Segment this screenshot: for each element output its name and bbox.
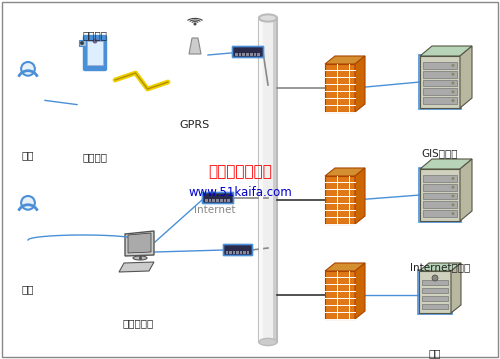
Bar — [243, 251, 246, 254]
FancyBboxPatch shape — [232, 47, 264, 57]
FancyBboxPatch shape — [202, 192, 234, 204]
Polygon shape — [355, 168, 365, 224]
Bar — [250, 53, 252, 56]
Bar — [87, 41, 103, 65]
Circle shape — [452, 203, 454, 206]
Bar — [235, 53, 238, 56]
Bar — [216, 199, 219, 202]
Bar — [325, 271, 355, 319]
Bar — [238, 53, 242, 56]
Bar — [419, 168, 461, 222]
Circle shape — [21, 196, 35, 210]
Bar — [422, 288, 448, 293]
Text: 司机: 司机 — [22, 150, 34, 160]
Circle shape — [194, 23, 196, 25]
Bar — [422, 280, 448, 285]
Bar — [418, 270, 452, 314]
Bar — [422, 296, 448, 301]
Bar — [423, 88, 457, 95]
Bar — [419, 55, 461, 109]
Text: Internet: Internet — [194, 205, 236, 215]
Bar — [212, 199, 215, 202]
Polygon shape — [189, 38, 201, 54]
Bar — [79, 40, 86, 46]
Circle shape — [21, 62, 35, 76]
Bar — [220, 199, 222, 202]
Bar — [423, 201, 457, 208]
Text: 无忧电子开发网: 无忧电子开发网 — [208, 164, 272, 180]
Polygon shape — [460, 46, 472, 108]
Circle shape — [452, 81, 454, 84]
Text: 用户: 用户 — [22, 284, 34, 294]
Polygon shape — [325, 168, 365, 176]
Bar — [228, 199, 230, 202]
Text: 个人机终端: 个人机终端 — [122, 318, 154, 328]
Polygon shape — [128, 233, 151, 253]
Polygon shape — [451, 263, 461, 313]
Polygon shape — [119, 262, 154, 272]
Bar — [258, 53, 260, 56]
Text: 车载终端: 车载终端 — [82, 152, 108, 162]
Ellipse shape — [259, 14, 277, 22]
Text: 视频设备: 视频设备 — [82, 30, 108, 40]
Circle shape — [452, 73, 454, 76]
Bar — [254, 53, 256, 56]
Circle shape — [452, 90, 454, 93]
Bar — [325, 64, 355, 112]
Bar — [246, 53, 249, 56]
Text: GPRS: GPRS — [180, 120, 210, 130]
Polygon shape — [325, 263, 365, 271]
Bar — [422, 304, 448, 309]
Bar — [242, 53, 245, 56]
Bar — [423, 80, 457, 87]
Text: Internet服务器: Internet服务器 — [410, 262, 470, 272]
Text: GIS服务器: GIS服务器 — [422, 148, 458, 158]
Bar — [240, 251, 242, 254]
Bar — [325, 176, 355, 224]
Circle shape — [452, 212, 454, 215]
Polygon shape — [419, 263, 461, 271]
Bar — [420, 169, 460, 221]
Polygon shape — [125, 231, 154, 256]
Circle shape — [452, 99, 454, 102]
Circle shape — [80, 41, 84, 45]
Bar — [423, 210, 457, 217]
Bar — [423, 62, 457, 69]
Bar — [423, 97, 457, 104]
Bar — [423, 192, 457, 199]
Polygon shape — [420, 46, 472, 56]
Text: 日志: 日志 — [429, 348, 442, 358]
Circle shape — [452, 177, 454, 180]
Bar — [226, 251, 228, 254]
Polygon shape — [355, 263, 365, 319]
Circle shape — [452, 64, 454, 67]
Bar — [423, 71, 457, 78]
Circle shape — [92, 38, 98, 43]
Bar — [236, 251, 238, 254]
FancyBboxPatch shape — [224, 244, 252, 256]
Ellipse shape — [133, 256, 147, 260]
Bar — [419, 271, 451, 313]
Bar — [423, 184, 457, 191]
Circle shape — [432, 275, 438, 281]
Bar — [208, 199, 212, 202]
Bar — [233, 251, 235, 254]
Bar — [420, 56, 460, 108]
Ellipse shape — [259, 339, 277, 346]
Bar — [230, 251, 232, 254]
Circle shape — [452, 195, 454, 197]
FancyBboxPatch shape — [84, 36, 106, 70]
Polygon shape — [325, 56, 365, 64]
Bar — [246, 251, 249, 254]
Polygon shape — [460, 159, 472, 221]
Bar — [423, 175, 457, 182]
Bar — [259, 18, 277, 342]
Circle shape — [452, 186, 454, 189]
Bar — [205, 199, 208, 202]
Bar — [224, 199, 226, 202]
Polygon shape — [420, 159, 472, 169]
Polygon shape — [355, 56, 365, 112]
Text: www.51kaifa.com: www.51kaifa.com — [188, 186, 292, 199]
